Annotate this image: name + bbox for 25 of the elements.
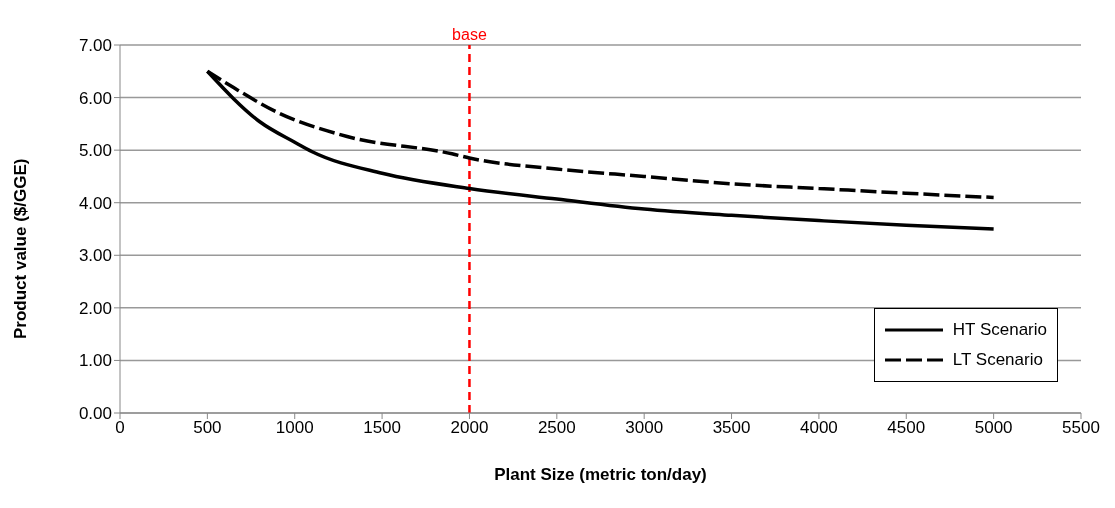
x-tick-label: 4000 [800,418,838,438]
x-axis-title: Plant Size (metric ton/day) [494,465,707,484]
y-tick-label: 1.00 [78,351,112,371]
x-tick-label: 2000 [450,418,489,438]
y-tick-label: 0.00 [78,404,112,424]
y-tick-label: 2.00 [78,298,112,318]
x-tick-label: 3500 [712,418,751,438]
x-tick-label: 5500 [1062,418,1100,438]
y-axis-title: Product value ($/GGE) [11,158,31,339]
y-tick-label: 7.00 [78,36,112,56]
x-tick-label: 3000 [625,418,664,438]
y-tick-label: 5.00 [78,141,112,161]
y-tick-label: 3.00 [78,246,112,266]
x-tick-label: 1500 [363,418,401,438]
x-tick-label: 5000 [974,418,1013,438]
x-tick-label: 500 [193,418,222,438]
legend-label: LT Scenario [952,350,1043,370]
x-tick-label: 0 [115,418,125,438]
legend-label: HT Scenario [952,320,1047,340]
y-tick-label: 4.00 [78,193,112,213]
x-tick-label: 1000 [275,418,314,438]
x-tick-label: 4500 [887,418,926,438]
y-tick-label: 6.00 [78,88,112,108]
ref-line-label: base [452,26,487,43]
x-tick-label: 2500 [537,418,576,438]
